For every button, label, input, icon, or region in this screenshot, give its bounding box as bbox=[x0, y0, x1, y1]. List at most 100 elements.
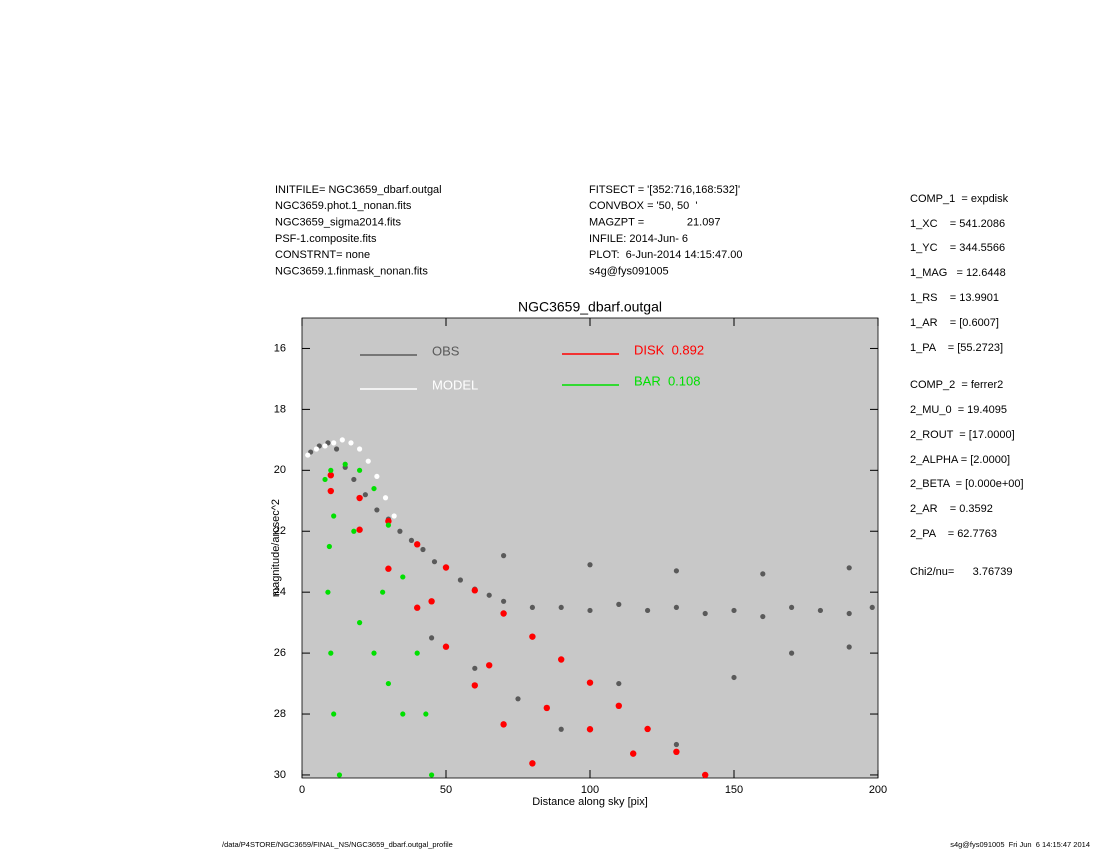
data-point bbox=[486, 662, 493, 669]
header-right-line: 2_MU_0 = 19.4095 bbox=[910, 404, 1007, 416]
data-point bbox=[731, 607, 737, 614]
data-point bbox=[357, 446, 363, 452]
data-point bbox=[327, 471, 334, 479]
data-point bbox=[616, 680, 622, 687]
header-middle-line: INFILE: 2014-Jun- 6 bbox=[589, 233, 688, 245]
data-point bbox=[385, 522, 391, 528]
data-point bbox=[515, 696, 521, 702]
y-tick-label: 30 bbox=[274, 769, 286, 781]
data-point bbox=[371, 485, 377, 492]
data-point bbox=[673, 748, 680, 756]
data-point bbox=[351, 528, 357, 534]
data-point bbox=[313, 446, 319, 452]
y-axis-label: magnitude/arcsec^2 bbox=[270, 499, 282, 597]
data-point bbox=[789, 604, 795, 611]
data-point bbox=[846, 610, 852, 617]
data-point bbox=[414, 541, 421, 548]
data-point bbox=[331, 711, 337, 717]
data-point bbox=[351, 476, 357, 483]
data-point bbox=[760, 613, 766, 620]
data-point bbox=[731, 674, 737, 681]
data-point bbox=[645, 607, 651, 614]
header-right-line: 2_PA = 62.7763 bbox=[910, 528, 997, 540]
y-tick-label: 16 bbox=[274, 342, 286, 354]
header-right-line: 1_AR = [0.6007] bbox=[910, 317, 999, 329]
header-middle-line: CONVBOX = '50, 50 ' bbox=[589, 200, 697, 212]
data-point bbox=[429, 772, 435, 778]
plot-area bbox=[301, 317, 879, 779]
header-right-line: Chi2/nu= 3.76739 bbox=[910, 566, 1012, 578]
data-point bbox=[471, 682, 478, 689]
data-point bbox=[472, 665, 478, 671]
data-point bbox=[423, 711, 429, 717]
data-point bbox=[336, 772, 343, 778]
header-right-line: 2_AR = 0.3592 bbox=[910, 503, 993, 515]
header-right-line: 1_YC = 344.5566 bbox=[910, 242, 1005, 254]
header-right-line: COMP_2 = ferrer2 bbox=[910, 379, 1003, 391]
data-point bbox=[615, 702, 622, 710]
data-point bbox=[702, 610, 708, 617]
footer-right: s4g@fys091005 Fri Jun 6 14:15:47 2014 bbox=[950, 840, 1090, 849]
header-right-line: 2_ROUT = [17.0000] bbox=[910, 429, 1015, 441]
data-point bbox=[789, 650, 795, 656]
data-point bbox=[333, 446, 340, 452]
header-left-line: NGC3659.phot.1_nonan.fits bbox=[275, 200, 412, 212]
data-point bbox=[429, 635, 435, 641]
header-right-line: 2_BETA = [0.000e+00] bbox=[910, 478, 1024, 490]
data-point bbox=[328, 650, 334, 656]
data-point bbox=[331, 513, 337, 519]
data-point bbox=[431, 559, 438, 565]
data-point bbox=[382, 495, 389, 501]
header-right-line: 2_ALPHA = [2.0000] bbox=[910, 454, 1010, 466]
data-point bbox=[529, 604, 536, 611]
data-point bbox=[644, 725, 651, 733]
header-right-line: 1_RS = 13.9901 bbox=[910, 292, 999, 304]
y-tick-label: 26 bbox=[274, 647, 286, 659]
data-point bbox=[529, 633, 536, 640]
data-point bbox=[442, 564, 450, 571]
data-point bbox=[385, 517, 392, 525]
data-point bbox=[869, 604, 875, 611]
header-left-line: INITFILE= NGC3659_dbarf.outgal bbox=[275, 184, 442, 196]
data-point bbox=[374, 473, 380, 480]
data-point bbox=[501, 553, 507, 559]
data-point bbox=[846, 644, 852, 650]
y-tick-label: 18 bbox=[274, 403, 286, 415]
data-point bbox=[558, 604, 564, 611]
data-point bbox=[305, 452, 311, 458]
legend-label: DISK 0.892 bbox=[634, 342, 704, 357]
y-tick-label: 20 bbox=[274, 464, 286, 476]
data-point bbox=[356, 526, 363, 533]
data-point bbox=[326, 543, 332, 550]
data-point bbox=[673, 741, 680, 748]
data-point bbox=[529, 760, 536, 767]
data-point bbox=[673, 568, 680, 574]
data-point bbox=[322, 443, 328, 449]
data-point bbox=[586, 726, 594, 733]
header-middle-line: MAGZPT = 21.097 bbox=[589, 217, 721, 229]
data-point bbox=[400, 574, 406, 580]
data-point bbox=[374, 507, 380, 513]
data-point bbox=[586, 679, 594, 686]
header-right-line: 1_MAG = 12.6448 bbox=[910, 267, 1006, 279]
header-middle-line: FITSECT = '[352:716,168:532]' bbox=[589, 184, 740, 196]
y-tick-label: 22 bbox=[274, 525, 286, 537]
header-left-line: PSF-1.composite.fits bbox=[275, 233, 377, 245]
data-point bbox=[325, 589, 331, 595]
data-point bbox=[357, 467, 363, 473]
header-left-line: NGC3659.1.finmask_nonan.fits bbox=[275, 265, 428, 277]
data-point bbox=[558, 656, 565, 663]
data-point bbox=[322, 476, 328, 483]
data-point bbox=[414, 604, 421, 611]
x-tick-label: 0 bbox=[299, 784, 305, 796]
x-tick-label: 150 bbox=[725, 784, 743, 796]
header-middle-line: s4g@fys091005 bbox=[589, 265, 669, 277]
data-point bbox=[400, 711, 406, 717]
data-point bbox=[371, 650, 377, 656]
data-point bbox=[328, 467, 334, 473]
legend-label: OBS bbox=[432, 343, 460, 358]
legend-label: MODEL bbox=[432, 377, 478, 392]
data-point bbox=[817, 607, 824, 614]
x-tick-label: 50 bbox=[440, 784, 452, 796]
